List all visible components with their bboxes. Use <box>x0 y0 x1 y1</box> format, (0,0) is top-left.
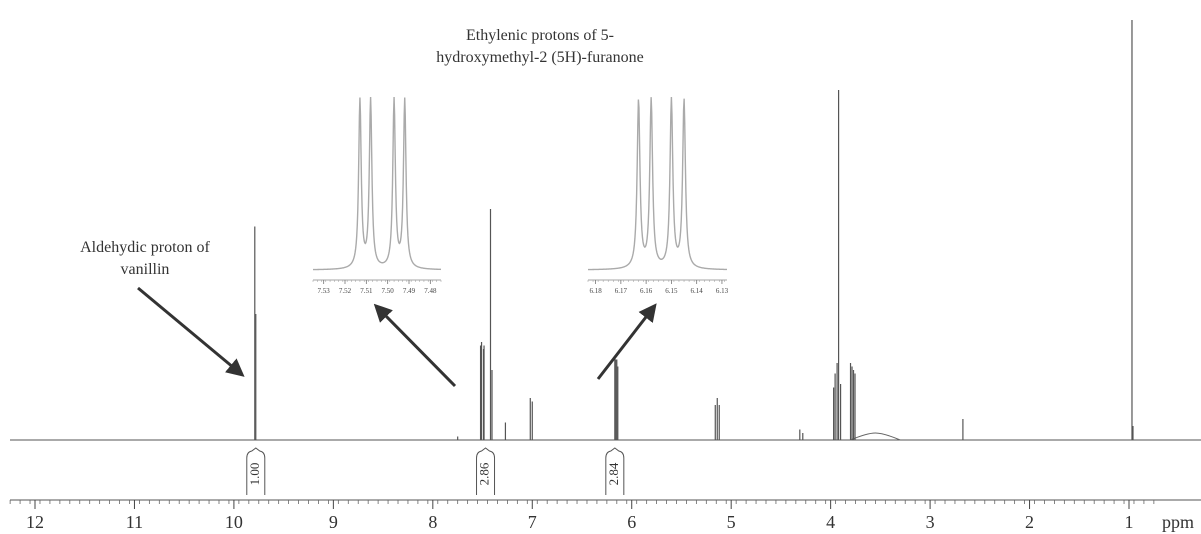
inset-1-tick-label-6.14: 6.14 <box>691 287 704 295</box>
integral-bracket-2 <box>605 447 625 495</box>
annotation-aldehydic-proton: Aldehydic proton of vanillin <box>40 237 250 281</box>
integral-value-2: 2.84 <box>606 462 621 485</box>
inset-1-tick-label-6.18: 6.18 <box>589 287 602 295</box>
inset-1-tick-label-6.13: 6.13 <box>716 287 729 295</box>
integral-bracket-0 <box>246 447 266 495</box>
annotation-aldehydic-proton-line-2: vanillin <box>120 261 170 278</box>
x-tick-label-4: 4 <box>826 512 835 532</box>
x-tick-label-8: 8 <box>428 512 437 532</box>
x-tick-label-9: 9 <box>329 512 338 532</box>
inset-1-tick-label-6.17: 6.17 <box>615 287 628 295</box>
x-tick-label-2: 2 <box>1025 512 1034 532</box>
x-tick-label-5: 5 <box>727 512 736 532</box>
arrow-to-inset-right <box>596 303 657 380</box>
inset-0-tick-label-7.49: 7.49 <box>403 287 416 295</box>
annotation-ethylenic-protons-line-1: Ethylenic protons of 5- <box>466 27 614 44</box>
arrow-to-inset-left <box>373 303 457 388</box>
x-tick-label-1: 1 <box>1125 512 1134 532</box>
x-tick-label-12: 12 <box>26 512 44 532</box>
broad-feature-0 <box>850 432 901 441</box>
inset-0-tick-label-7.48: 7.48 <box>424 287 437 295</box>
inset-0-tick-label-7.50: 7.50 <box>382 287 395 295</box>
arrow-to-aldehyde-peak <box>137 286 245 377</box>
inset-1-tick-label-6.16: 6.16 <box>640 287 653 295</box>
inset-0-spectrum <box>312 96 442 271</box>
annotation-aldehydic-proton-line-1: Aldehydic proton of <box>80 239 210 256</box>
integral-value-0: 1.00 <box>247 463 262 486</box>
inset-1-tick-label-6.15: 6.15 <box>665 287 678 295</box>
integral-value-1: 2.86 <box>477 462 492 485</box>
x-tick-label-10: 10 <box>225 512 243 532</box>
x-tick-label-7: 7 <box>528 512 537 532</box>
integral-bracket-1 <box>476 447 496 495</box>
inset-1-spectrum <box>587 96 728 271</box>
x-axis-label: ppm <box>1162 512 1194 532</box>
inset-0-tick-label-7.53: 7.53 <box>318 287 331 295</box>
x-tick-label-3: 3 <box>926 512 935 532</box>
x-tick-label-6: 6 <box>627 512 636 532</box>
inset-0-tick-label-7.52: 7.52 <box>339 287 352 295</box>
inset-0-tick-label-7.51: 7.51 <box>360 287 373 295</box>
x-tick-label-11: 11 <box>126 512 143 532</box>
annotation-ethylenic-protons: Ethylenic protons of 5- hydroxymethyl-2 … <box>340 25 740 69</box>
annotation-ethylenic-protons-line-2: hydroxymethyl-2 (5H)-furanone <box>436 49 644 66</box>
